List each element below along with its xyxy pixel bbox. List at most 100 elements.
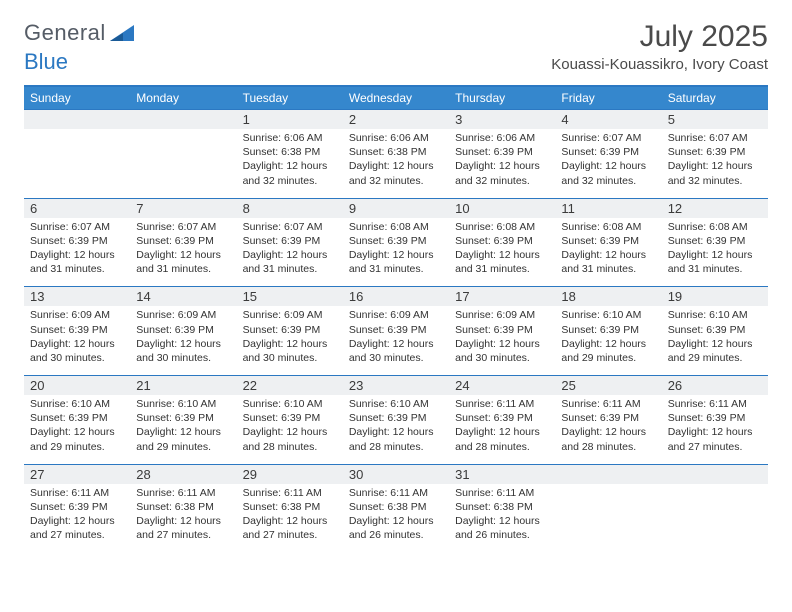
logo-triangle-icon bbox=[110, 23, 136, 43]
empty-day-number bbox=[662, 465, 768, 484]
day-number: 26 bbox=[662, 376, 768, 395]
day-body-row: Sunrise: 6:09 AMSunset: 6:39 PMDaylight:… bbox=[24, 306, 768, 375]
daylight-line: Daylight: 12 hours and 27 minutes. bbox=[30, 514, 124, 542]
day-number: 15 bbox=[237, 287, 343, 306]
sunset-line: Sunset: 6:39 PM bbox=[349, 411, 443, 425]
day-cell: Sunrise: 6:08 AMSunset: 6:39 PMDaylight:… bbox=[449, 218, 555, 287]
day-number: 23 bbox=[343, 376, 449, 395]
daylight-line: Daylight: 12 hours and 29 minutes. bbox=[668, 337, 762, 365]
daylight-line: Daylight: 12 hours and 32 minutes. bbox=[455, 159, 549, 187]
weekday-header: Tuesday bbox=[237, 87, 343, 110]
daylight-line: Daylight: 12 hours and 28 minutes. bbox=[455, 425, 549, 453]
sunrise-line: Sunrise: 6:06 AM bbox=[243, 131, 337, 145]
sunset-line: Sunset: 6:38 PM bbox=[243, 500, 337, 514]
day-number: 16 bbox=[343, 287, 449, 306]
sunrise-line: Sunrise: 6:07 AM bbox=[30, 220, 124, 234]
day-number: 27 bbox=[24, 465, 130, 484]
daylight-line: Daylight: 12 hours and 26 minutes. bbox=[349, 514, 443, 542]
calendar-body: 12345Sunrise: 6:06 AMSunset: 6:38 PMDayl… bbox=[24, 110, 768, 553]
sunrise-line: Sunrise: 6:09 AM bbox=[455, 308, 549, 322]
sunset-line: Sunset: 6:39 PM bbox=[243, 323, 337, 337]
day-number: 10 bbox=[449, 199, 555, 218]
weekday-header: Friday bbox=[555, 87, 661, 110]
daylight-line: Daylight: 12 hours and 27 minutes. bbox=[136, 514, 230, 542]
daylight-line: Daylight: 12 hours and 28 minutes. bbox=[349, 425, 443, 453]
sunrise-line: Sunrise: 6:10 AM bbox=[561, 308, 655, 322]
daylight-line: Daylight: 12 hours and 28 minutes. bbox=[561, 425, 655, 453]
sunrise-line: Sunrise: 6:07 AM bbox=[561, 131, 655, 145]
day-cell: Sunrise: 6:09 AMSunset: 6:39 PMDaylight:… bbox=[449, 306, 555, 375]
sunset-line: Sunset: 6:39 PM bbox=[136, 234, 230, 248]
sunrise-line: Sunrise: 6:11 AM bbox=[455, 486, 549, 500]
sunrise-line: Sunrise: 6:11 AM bbox=[136, 486, 230, 500]
sunrise-line: Sunrise: 6:10 AM bbox=[668, 308, 762, 322]
sunrise-line: Sunrise: 6:07 AM bbox=[136, 220, 230, 234]
day-cell: Sunrise: 6:11 AMSunset: 6:38 PMDaylight:… bbox=[237, 484, 343, 553]
day-number: 19 bbox=[662, 287, 768, 306]
day-number: 13 bbox=[24, 287, 130, 306]
weekday-header: Saturday bbox=[662, 87, 768, 110]
day-cell: Sunrise: 6:10 AMSunset: 6:39 PMDaylight:… bbox=[24, 395, 130, 464]
sunrise-line: Sunrise: 6:11 AM bbox=[243, 486, 337, 500]
sunrise-line: Sunrise: 6:10 AM bbox=[136, 397, 230, 411]
sunset-line: Sunset: 6:39 PM bbox=[136, 323, 230, 337]
empty-day-number bbox=[24, 110, 130, 129]
sunrise-line: Sunrise: 6:08 AM bbox=[668, 220, 762, 234]
day-number: 24 bbox=[449, 376, 555, 395]
daylight-line: Daylight: 12 hours and 28 minutes. bbox=[243, 425, 337, 453]
sunrise-line: Sunrise: 6:11 AM bbox=[455, 397, 549, 411]
day-cell: Sunrise: 6:11 AMSunset: 6:39 PMDaylight:… bbox=[449, 395, 555, 464]
day-number: 2 bbox=[343, 110, 449, 129]
daylight-line: Daylight: 12 hours and 31 minutes. bbox=[136, 248, 230, 276]
sunset-line: Sunset: 6:39 PM bbox=[455, 234, 549, 248]
day-number: 11 bbox=[555, 199, 661, 218]
empty-day-number bbox=[130, 110, 236, 129]
sunset-line: Sunset: 6:39 PM bbox=[30, 234, 124, 248]
day-number-row: 6789101112 bbox=[24, 198, 768, 218]
day-number: 3 bbox=[449, 110, 555, 129]
day-number: 30 bbox=[343, 465, 449, 484]
sunrise-line: Sunrise: 6:08 AM bbox=[349, 220, 443, 234]
day-number: 1 bbox=[237, 110, 343, 129]
daylight-line: Daylight: 12 hours and 31 minutes. bbox=[30, 248, 124, 276]
day-cell: Sunrise: 6:09 AMSunset: 6:39 PMDaylight:… bbox=[130, 306, 236, 375]
day-number-row: 13141516171819 bbox=[24, 287, 768, 307]
day-cell: Sunrise: 6:07 AMSunset: 6:39 PMDaylight:… bbox=[237, 218, 343, 287]
sunrise-line: Sunrise: 6:09 AM bbox=[136, 308, 230, 322]
sunrise-line: Sunrise: 6:09 AM bbox=[30, 308, 124, 322]
sunrise-line: Sunrise: 6:10 AM bbox=[243, 397, 337, 411]
day-cell: Sunrise: 6:09 AMSunset: 6:39 PMDaylight:… bbox=[237, 306, 343, 375]
day-body-row: Sunrise: 6:06 AMSunset: 6:38 PMDaylight:… bbox=[24, 129, 768, 198]
day-body-row: Sunrise: 6:11 AMSunset: 6:39 PMDaylight:… bbox=[24, 484, 768, 553]
daylight-line: Daylight: 12 hours and 27 minutes. bbox=[243, 514, 337, 542]
day-cell: Sunrise: 6:10 AMSunset: 6:39 PMDaylight:… bbox=[343, 395, 449, 464]
daylight-line: Daylight: 12 hours and 29 minutes. bbox=[30, 425, 124, 453]
daylight-line: Daylight: 12 hours and 27 minutes. bbox=[668, 425, 762, 453]
day-number: 17 bbox=[449, 287, 555, 306]
day-cell: Sunrise: 6:07 AMSunset: 6:39 PMDaylight:… bbox=[555, 129, 661, 198]
day-number: 12 bbox=[662, 199, 768, 218]
day-number: 9 bbox=[343, 199, 449, 218]
sunset-line: Sunset: 6:39 PM bbox=[455, 411, 549, 425]
day-number: 31 bbox=[449, 465, 555, 484]
sunset-line: Sunset: 6:38 PM bbox=[349, 145, 443, 159]
day-body-row: Sunrise: 6:10 AMSunset: 6:39 PMDaylight:… bbox=[24, 395, 768, 464]
day-cell: Sunrise: 6:10 AMSunset: 6:39 PMDaylight:… bbox=[130, 395, 236, 464]
sunrise-line: Sunrise: 6:11 AM bbox=[668, 397, 762, 411]
weekday-header-row: SundayMondayTuesdayWednesdayThursdayFrid… bbox=[24, 87, 768, 110]
daylight-line: Daylight: 12 hours and 29 minutes. bbox=[136, 425, 230, 453]
logo: General bbox=[24, 20, 136, 46]
day-cell: Sunrise: 6:08 AMSunset: 6:39 PMDaylight:… bbox=[343, 218, 449, 287]
day-cell: Sunrise: 6:06 AMSunset: 6:39 PMDaylight:… bbox=[449, 129, 555, 198]
sunrise-line: Sunrise: 6:07 AM bbox=[668, 131, 762, 145]
day-number-row: 2728293031 bbox=[24, 464, 768, 484]
sunset-line: Sunset: 6:39 PM bbox=[561, 411, 655, 425]
day-number: 22 bbox=[237, 376, 343, 395]
sunset-line: Sunset: 6:38 PM bbox=[349, 500, 443, 514]
daylight-line: Daylight: 12 hours and 32 minutes. bbox=[668, 159, 762, 187]
daylight-line: Daylight: 12 hours and 30 minutes. bbox=[243, 337, 337, 365]
logo-word2: Blue bbox=[24, 49, 768, 75]
empty-day-cell bbox=[555, 484, 661, 542]
daylight-line: Daylight: 12 hours and 32 minutes. bbox=[349, 159, 443, 187]
daylight-line: Daylight: 12 hours and 31 minutes. bbox=[668, 248, 762, 276]
